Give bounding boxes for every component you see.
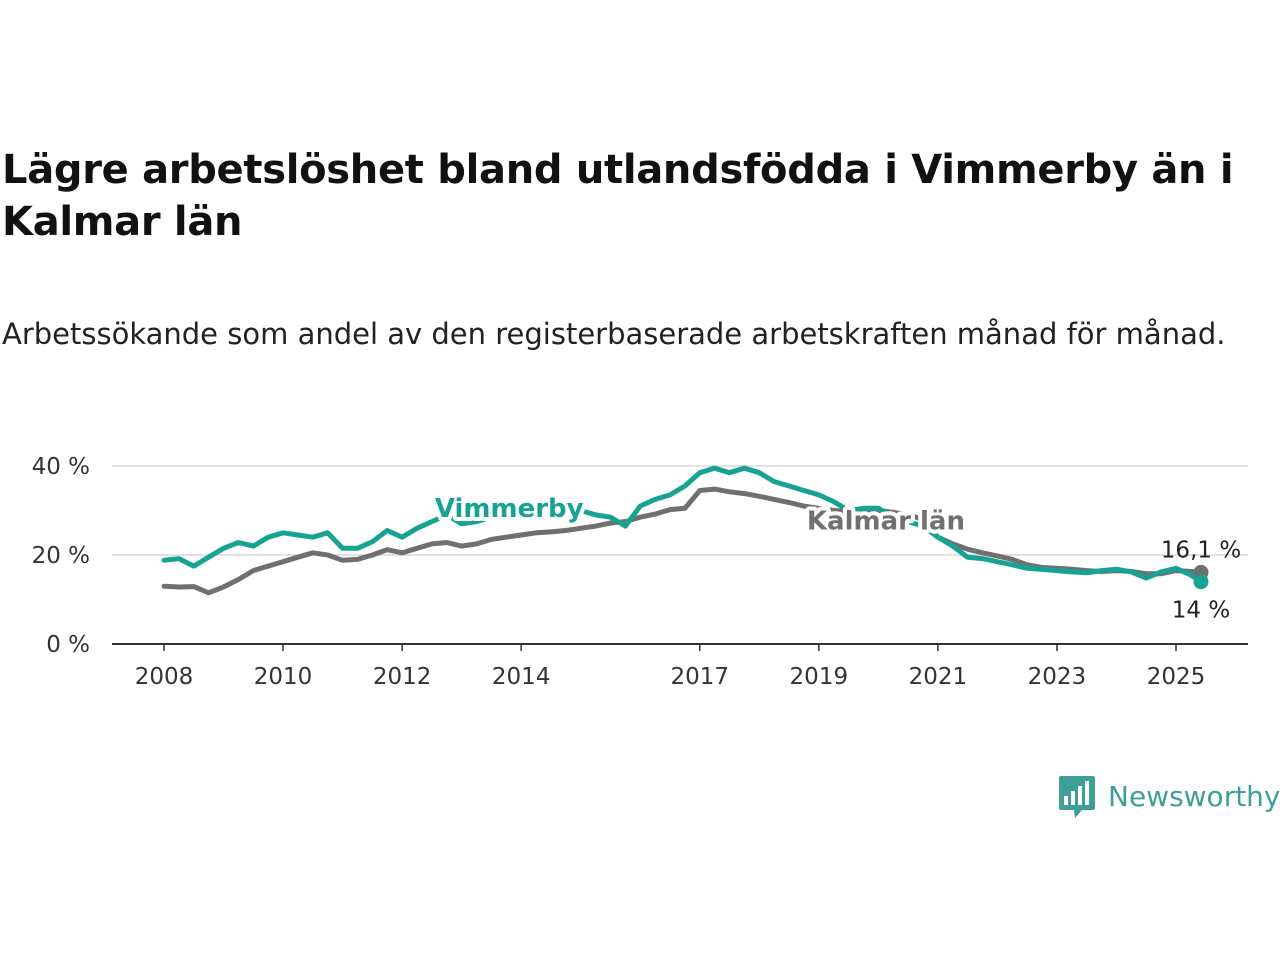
x-tick-label: 2008 [135,664,194,690]
x-tick-label: 2012 [373,664,432,690]
x-tick-label: 2023 [1028,664,1087,690]
x-tick-label: 2010 [254,664,313,690]
series-lines [161,465,1204,596]
y-tick-label: 0 % [46,632,90,658]
series-line-kalmar-l-n [161,486,1204,596]
x-tick-label: 2021 [909,664,968,690]
newsworthy-chart-bubble-icon [1059,776,1095,818]
logo-text: Newsworthy [1108,779,1280,813]
line-chart: 0 % 20 % 40 % 2008 2010 2012 2014 2017 2019 2021… [32,454,1248,690]
newsworthy-logo[interactable]: Newsworthy [1058,772,1280,820]
y-tick-label: 20 % [32,543,90,569]
chart-title: Lägre arbetslöshet bland utlandsfödda i … [2,147,1234,245]
chart-subtitle: Arbetssökande som andel av den registerb… [2,317,1226,351]
series-label-halo-kalmar-l-n: Kalmar län [807,507,965,537]
series-label-halo-vimmerby: Vimmerby [435,494,584,524]
series-line-vimmerby [161,465,1204,585]
x-tick-label: 2025 [1147,664,1206,690]
end-marker-vimmerby [1193,574,1209,590]
end-label-vimmerby: 14 % [1172,598,1230,624]
series-label-kalmar-l-n: Kalmar län [807,507,965,537]
x-axis: 2008 2010 2012 2014 2017 2019 2021 2023 2025 [112,643,1248,690]
y-tick-label: 40 % [32,454,90,480]
x-tick-label: 2014 [492,664,551,690]
end-label-kalmar-l-n: 16,1 % [1161,537,1241,563]
series-label-vimmerby: Vimmerby [435,494,584,524]
x-tick-label: 2017 [670,664,729,690]
x-tick-label: 2019 [790,664,849,690]
